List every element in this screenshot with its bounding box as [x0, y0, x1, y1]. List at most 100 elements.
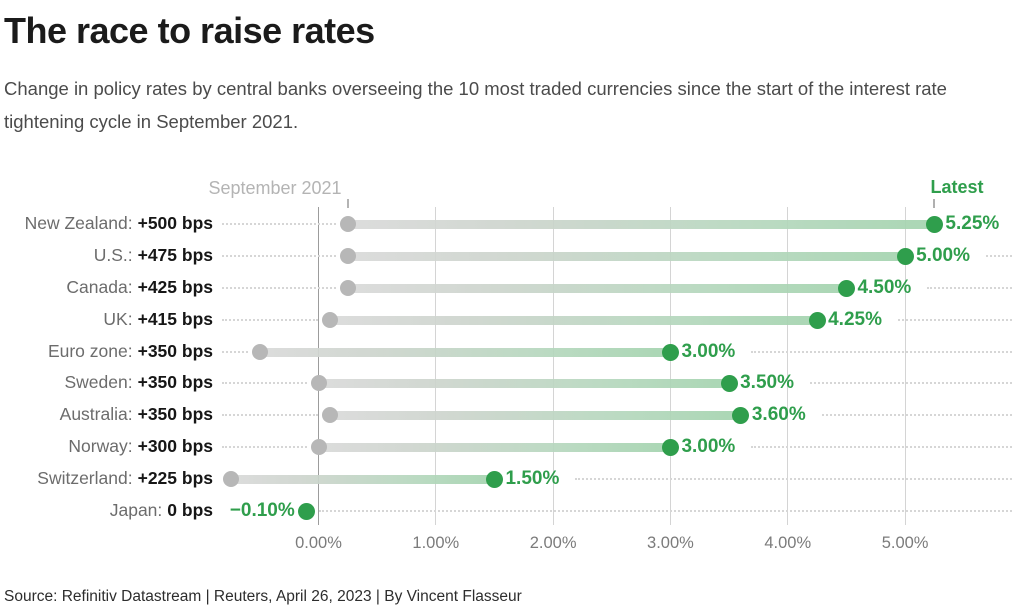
row-country-label: Sweden: [64, 372, 133, 392]
chart-subtitle: Change in policy rates by central banks … [4, 78, 947, 132]
leader-dotted-line [222, 255, 336, 257]
latest-dot [661, 343, 679, 361]
row-country-label: New Zealand: [24, 213, 133, 233]
latest-value-label: 5.25% [945, 213, 1000, 234]
row-country-label: Norway: [68, 436, 133, 456]
start-dot [339, 280, 356, 296]
x-axis-tick-label: 1.00% [412, 534, 460, 552]
leader-dotted-line [222, 319, 319, 321]
row-label: Australia: +350 bps [0, 403, 213, 426]
x-axis-tick-label: 5.00% [881, 534, 929, 552]
row-change-label: 0 bps [167, 500, 213, 520]
latest-value-label: −0.10% [229, 500, 295, 521]
x-axis-tick-label: 3.00% [647, 534, 694, 552]
chart-title: The race to raise rates [4, 10, 375, 51]
start-annotation-tick [346, 199, 349, 208]
rate-bar [318, 442, 671, 452]
start-dot [339, 216, 356, 232]
row-label: U.S.: +475 bps [0, 244, 213, 267]
gridline [904, 207, 906, 525]
source-line: Source: Refinitiv Datastream | Reuters, … [4, 588, 522, 605]
row-label: Norway: +300 bps [0, 435, 213, 458]
x-axis-tick-label: 4.00% [764, 534, 812, 552]
row-label: Euro zone: +350 bps [0, 340, 213, 363]
gridline [669, 207, 671, 525]
latest-value-label: 3.00% [681, 436, 736, 457]
leader-dotted-line [222, 414, 319, 416]
trailing-dotted-line [575, 478, 1012, 480]
row-label: Switzerland: +225 bps [0, 467, 213, 490]
row-change-label: +350 bps [137, 404, 213, 424]
row-country-label: Japan: [109, 500, 163, 520]
leader-dotted-line [222, 287, 336, 289]
row-label: Sweden: +350 bps [0, 371, 213, 394]
latest-value-label: 3.60% [751, 404, 806, 425]
rate-bar [230, 474, 495, 484]
gridline [435, 207, 437, 525]
start-annotation-label: September 2021 [208, 178, 342, 198]
row-change-label: +415 bps [137, 309, 213, 329]
row-change-label: +475 bps [137, 245, 213, 265]
rate-bar [318, 378, 730, 388]
trailing-dotted-line [810, 382, 1012, 384]
trailing-dotted-line [986, 255, 1012, 257]
leader-dotted-line [222, 351, 248, 353]
row-change-label: +500 bps [137, 213, 213, 233]
chart-area: 0.00% 1.00% 2.00% 3.00% 4.00% 5.00% September … [0, 160, 1024, 580]
row-label: Canada: +425 bps [0, 276, 213, 299]
start-dot [339, 248, 356, 264]
trailing-dotted-line [927, 287, 1012, 289]
rate-bar [347, 251, 906, 261]
latest-dot [732, 406, 750, 424]
latest-dot [720, 374, 738, 392]
latest-annotation-tick [933, 199, 936, 208]
row-country-label: Euro zone: [47, 341, 133, 361]
rate-bar [347, 283, 847, 293]
row-change-label: +225 bps [137, 468, 213, 488]
start-dot [251, 344, 268, 360]
row-change-label: +350 bps [137, 341, 213, 361]
row-label: Japan: 0 bps [0, 499, 213, 522]
trailing-dotted-line [821, 414, 1012, 416]
latest-dot [925, 215, 943, 233]
latest-dot [837, 279, 855, 297]
gridline [787, 207, 789, 525]
trailing-dotted-line [318, 510, 1012, 512]
start-dot [310, 439, 327, 455]
latest-value-label: 3.00% [681, 341, 736, 362]
row-country-label: Switzerland: [37, 468, 133, 488]
trailing-dotted-line [898, 319, 1012, 321]
x-axis-tick-label: 0.00% [295, 534, 342, 552]
row-country-label: Australia: [59, 404, 133, 424]
latest-dot [896, 247, 914, 265]
latest-dot [485, 470, 503, 488]
row-change-label: +300 bps [137, 436, 213, 456]
rate-bar [347, 219, 935, 229]
rate-bar [330, 410, 741, 420]
latest-annotation-label: Latest [930, 177, 984, 197]
start-dot [222, 471, 239, 487]
latest-dot [661, 438, 679, 456]
rate-bar [330, 315, 818, 325]
start-dot [322, 312, 339, 328]
row-label: UK: +415 bps [0, 308, 213, 331]
rate-bar [259, 347, 671, 357]
trailing-dotted-line [751, 351, 1012, 353]
latest-value-label: 3.50% [740, 372, 794, 393]
trailing-dotted-line [751, 446, 1012, 448]
row-change-label: +425 bps [137, 277, 213, 297]
latest-value-label: 4.25% [828, 309, 882, 330]
x-axis-tick-label: 2.00% [529, 534, 577, 552]
latest-value-label: 5.00% [916, 245, 970, 266]
latest-value-label: 1.50% [505, 468, 560, 489]
gridline [318, 207, 319, 525]
leader-dotted-line [222, 446, 307, 448]
row-change-label: +350 bps [137, 372, 213, 392]
leader-dotted-line [222, 382, 307, 384]
latest-dot [808, 311, 826, 329]
row-country-label: UK: [103, 309, 133, 329]
start-dot [322, 407, 339, 423]
gridline [552, 207, 554, 525]
latest-dot [298, 502, 316, 520]
